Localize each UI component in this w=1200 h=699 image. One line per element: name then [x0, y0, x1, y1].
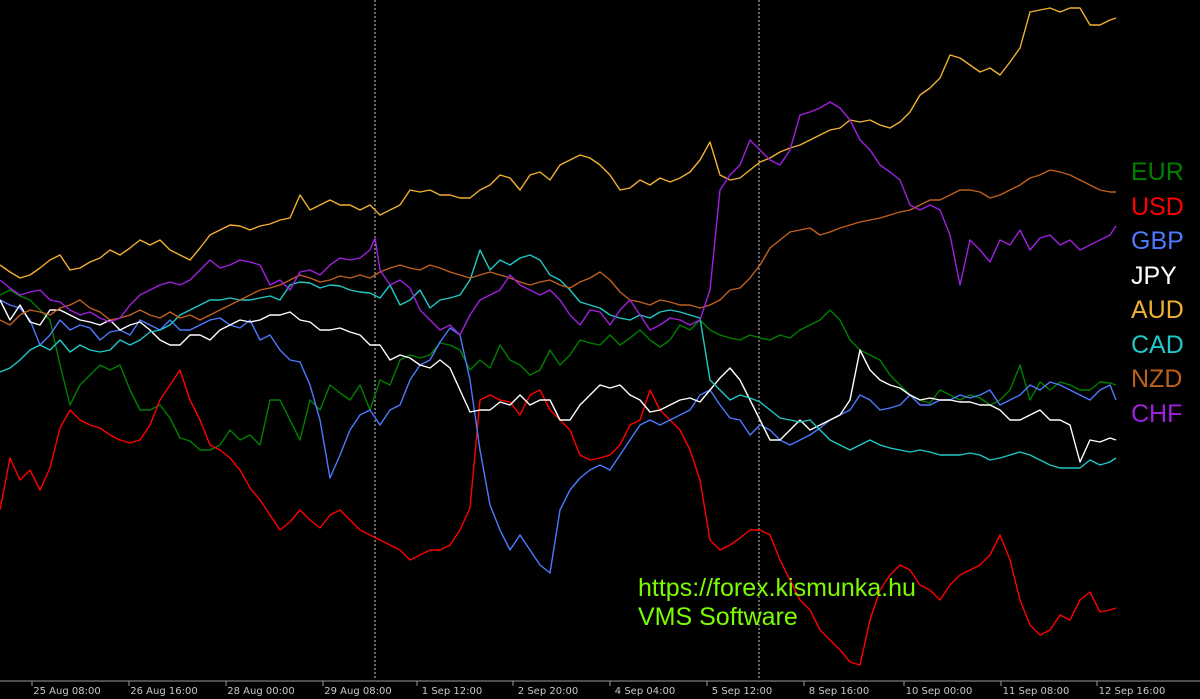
series-line-gbp [0, 299, 1117, 574]
legend: EUR USD GBP JPY AUD CAD NZD CHF [1131, 155, 1184, 431]
series-lines [0, 7, 1117, 666]
x-tick-label: 8 Sep 16:00 [809, 686, 869, 697]
series-line-aud [0, 7, 1117, 279]
x-tick-label: 28 Aug 00:00 [227, 686, 294, 697]
series-line-chf [0, 101, 1117, 336]
x-tick-label: 2 Sep 20:00 [518, 686, 578, 697]
watermark: https://forex.kismunka.hu VMS Software [638, 574, 916, 632]
legend-item-gbp: GBP [1131, 227, 1184, 255]
legend-item-nzd: NZD [1131, 365, 1183, 393]
legend-item-eur: EUR [1131, 158, 1184, 186]
x-tick-label: 5 Sep 12:00 [712, 686, 772, 697]
watermark-url: https://forex.kismunka.hu [638, 574, 916, 602]
day-separators [374, 0, 760, 680]
series-line-nzd [0, 169, 1116, 326]
x-tick-label: 10 Sep 00:00 [906, 686, 973, 697]
legend-item-chf: CHF [1131, 399, 1183, 428]
x-tick-label: 29 Aug 08:00 [324, 686, 391, 697]
legend-item-cad: CAD [1131, 330, 1184, 359]
watermark-brand: VMS Software [638, 603, 798, 631]
series-line-cad [0, 249, 1117, 469]
legend-item-aud: AUD [1131, 296, 1184, 324]
x-tick-label: 12 Sep 16:00 [1099, 686, 1166, 697]
x-tick-label: 1 Sep 12:00 [422, 686, 482, 697]
legend-item-jpy: JPY [1131, 261, 1177, 290]
legend-item-usd: USD [1131, 192, 1184, 221]
x-axis: 25 Aug 08:00 26 Aug 16:00 28 Aug 00:00 29 A… [0, 680, 1200, 697]
series-line-jpy [0, 299, 1117, 463]
x-tick-label: 11 Sep 08:00 [1003, 686, 1070, 697]
x-tick-label: 4 Sep 04:00 [615, 686, 675, 697]
x-tick-label: 26 Aug 16:00 [130, 686, 197, 697]
x-tick-label: 25 Aug 08:00 [33, 686, 100, 697]
